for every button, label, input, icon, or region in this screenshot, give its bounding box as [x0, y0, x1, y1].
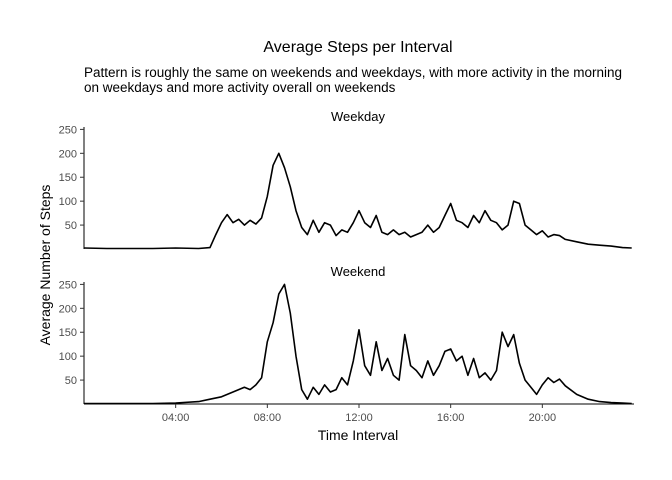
x-axis-title: Time Interval: [318, 427, 398, 443]
x-tick-label: 20:00: [529, 412, 557, 424]
chart-subtitle-line-2: on weekdays and more activity overall on…: [84, 80, 396, 95]
x-tick-label: 04:00: [162, 412, 190, 424]
weekday-y-tick-label: 200: [59, 148, 77, 160]
weekday-y-tick-label: 100: [59, 196, 77, 208]
x-tick-label: 12:00: [345, 412, 373, 424]
weekend-y-tick-label: 150: [59, 327, 77, 339]
weekend-y-tick-label: 100: [59, 351, 77, 363]
weekday-series-line: [83, 152, 632, 250]
weekday-y-tick-label: 250: [59, 124, 77, 136]
panel-title-weekday: Weekday: [331, 109, 385, 124]
x-tick-label: 08:00: [254, 412, 282, 424]
panel-title-weekend: Weekend: [331, 264, 386, 279]
weekend-y-tick-label: 200: [59, 303, 77, 315]
weekend-y-tick-label: 250: [59, 279, 77, 291]
axis-ticks: 50 100 150 200 250 50 100 150 200 250 04:00 08:00 12…: [59, 124, 556, 424]
chart-subtitle-line-1: Pattern is roughly the same on weekends …: [84, 65, 622, 80]
weekday-y-tick-label: 150: [59, 172, 77, 184]
chart-title: Average Steps per Interval: [263, 39, 452, 56]
weekday-y-tick-label: 50: [65, 220, 77, 232]
y-axis-title: Average Number of Steps: [37, 185, 53, 346]
weekend-series-line: [84, 283, 632, 405]
x-tick-label: 16:00: [437, 412, 465, 424]
weekend-y-tick-label: 50: [65, 375, 77, 387]
